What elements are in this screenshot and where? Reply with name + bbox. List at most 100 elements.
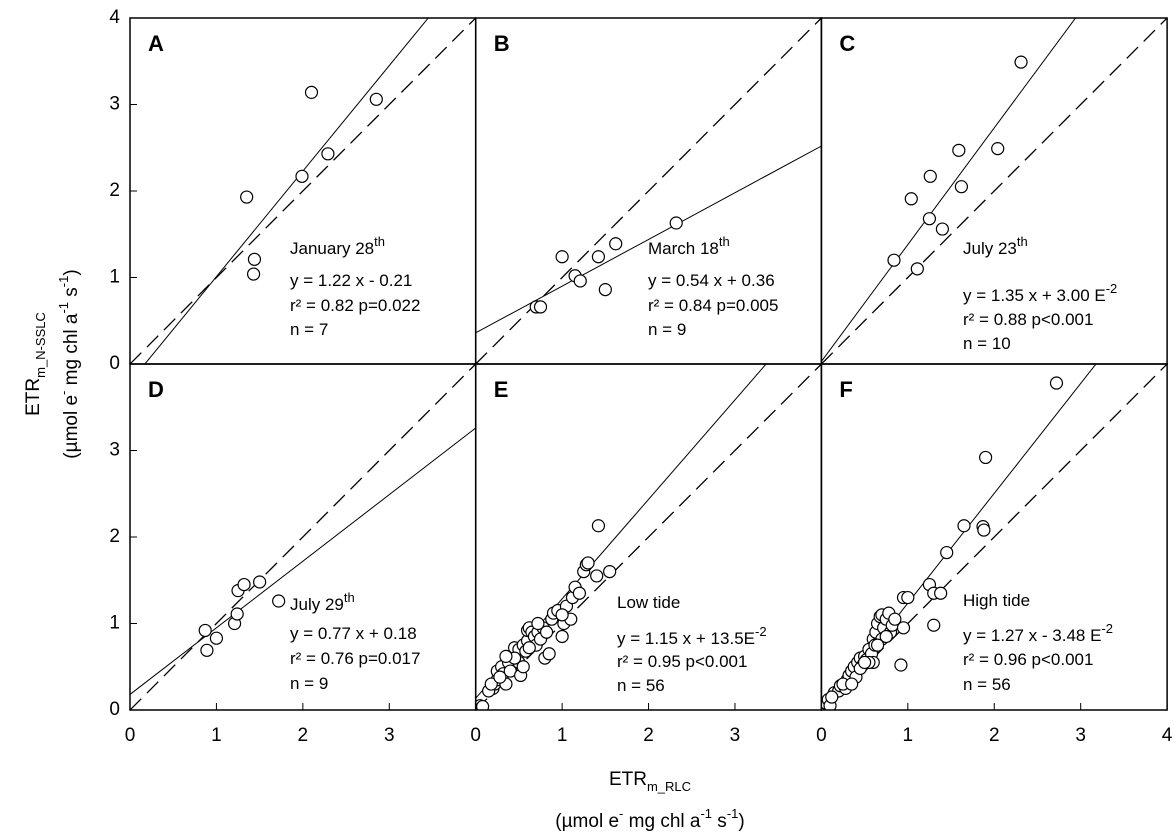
annotation: n = 9 xyxy=(648,320,686,339)
point xyxy=(573,274,587,288)
panel xyxy=(475,18,822,364)
point xyxy=(894,658,908,672)
point xyxy=(321,147,335,161)
point xyxy=(845,677,859,691)
point xyxy=(272,594,286,608)
x-axis-label-part: ETR xyxy=(609,769,647,790)
point xyxy=(935,222,949,236)
point xyxy=(304,85,319,99)
y-axis-units-part: ) xyxy=(61,269,82,275)
point xyxy=(516,660,530,674)
y-tick-label: 0 xyxy=(109,353,120,374)
point xyxy=(493,670,507,684)
annotation-part: n = 9 xyxy=(648,320,686,339)
annotation: January 28th xyxy=(290,234,385,259)
point xyxy=(598,283,612,297)
point xyxy=(910,262,924,276)
y-axis-label-part: ETR xyxy=(23,378,44,416)
annotation: y = 1.35 x + 3.00 E-2 xyxy=(963,281,1117,306)
panel xyxy=(130,18,476,364)
point xyxy=(200,643,214,657)
x-tick-label: 2 xyxy=(643,725,654,746)
annotation-part: -2 xyxy=(1106,281,1118,296)
annotation: n = 9 xyxy=(290,674,328,693)
annotation: r² = 0.88 p<0.001 xyxy=(963,310,1093,329)
point xyxy=(230,607,244,621)
x-tick-label: 4 xyxy=(1162,725,1173,746)
y-tick-label: 3 xyxy=(109,94,120,115)
point xyxy=(669,216,683,230)
point xyxy=(870,638,885,652)
annotation: High tide xyxy=(963,591,1030,610)
point xyxy=(522,641,536,655)
x-tick-label: 1 xyxy=(211,725,222,746)
annotation-part: r² = 0.84 p=0.005 xyxy=(648,296,778,315)
annotation-part: th xyxy=(1017,234,1028,249)
panel xyxy=(130,364,476,710)
panel xyxy=(821,364,1168,710)
x-tick-label: 0 xyxy=(125,725,136,746)
y-axis-units-part: -1 xyxy=(56,276,71,288)
point xyxy=(901,590,915,605)
x-tick-label: 1 xyxy=(903,725,914,746)
point xyxy=(247,252,262,266)
annotation-part: Low tide xyxy=(617,593,680,612)
panel-label: A xyxy=(148,31,164,56)
x-axis-units-part: (µmol e xyxy=(555,811,619,832)
point xyxy=(923,169,937,183)
point xyxy=(858,655,872,670)
annotation: n = 7 xyxy=(290,320,328,339)
annotation-part: -2 xyxy=(1101,621,1113,636)
annotation-part: r² = 0.95 p<0.001 xyxy=(617,652,747,671)
identity-line xyxy=(821,18,1168,364)
annotation-part: -2 xyxy=(755,624,767,639)
identity-line xyxy=(130,18,476,364)
panel-label: D xyxy=(148,377,164,402)
identity-line xyxy=(130,364,476,710)
annotation-part: r² = 0.96 p<0.001 xyxy=(963,650,1093,669)
annotation-part: y = 1.22 x - 0.21 xyxy=(290,271,412,290)
y-axis-units-part: mg chl a xyxy=(61,313,82,391)
point xyxy=(977,523,991,537)
y-axis-label-part: m_N-SSLC xyxy=(33,312,48,378)
annotation-part: r² = 0.82 p=0.022 xyxy=(290,296,420,315)
y-tick-label: 2 xyxy=(109,526,120,547)
x-axis-label: ETRm_RLC xyxy=(609,769,691,794)
annotation-part: n = 9 xyxy=(290,674,328,693)
point xyxy=(954,180,969,194)
annotation-part: n = 7 xyxy=(290,320,328,339)
x-axis-label-part: m_RLC xyxy=(647,779,691,794)
panel-label: B xyxy=(494,31,510,56)
annotation: July 23th xyxy=(963,234,1028,259)
panel xyxy=(475,364,822,710)
annotation: r² = 0.84 p=0.005 xyxy=(648,296,778,315)
x-tick-label: 3 xyxy=(384,725,395,746)
annotation-part: r² = 0.76 p=0.017 xyxy=(290,649,420,668)
x-tick-label: 0 xyxy=(816,725,827,746)
point xyxy=(555,608,569,622)
point xyxy=(825,690,839,704)
point xyxy=(904,192,918,206)
annotation: y = 1.27 x - 3.48 E-2 xyxy=(963,621,1113,646)
point xyxy=(198,623,212,638)
annotation-part: y = 1.27 x - 3.48 E xyxy=(963,626,1101,645)
annotation: y = 1.15 x + 13.5E-2 xyxy=(617,624,767,649)
y-axis-units-part: - xyxy=(56,391,71,395)
point xyxy=(1049,376,1064,390)
x-tick-label: 0 xyxy=(470,725,481,746)
point xyxy=(237,577,251,592)
annotation-part: July 29 xyxy=(290,595,344,614)
x-axis-units-part: ) xyxy=(738,811,744,832)
point xyxy=(240,190,254,204)
point xyxy=(979,450,993,465)
point xyxy=(896,621,911,635)
point xyxy=(888,612,902,626)
y-axis-units-part: (µmol e xyxy=(61,395,82,459)
point xyxy=(879,629,893,644)
point xyxy=(940,545,954,560)
x-axis-units-part: -1 xyxy=(700,806,712,821)
annotation: y = 1.22 x - 0.21 xyxy=(290,271,412,290)
point xyxy=(531,616,545,631)
annotation-part: n = 56 xyxy=(963,675,1011,694)
